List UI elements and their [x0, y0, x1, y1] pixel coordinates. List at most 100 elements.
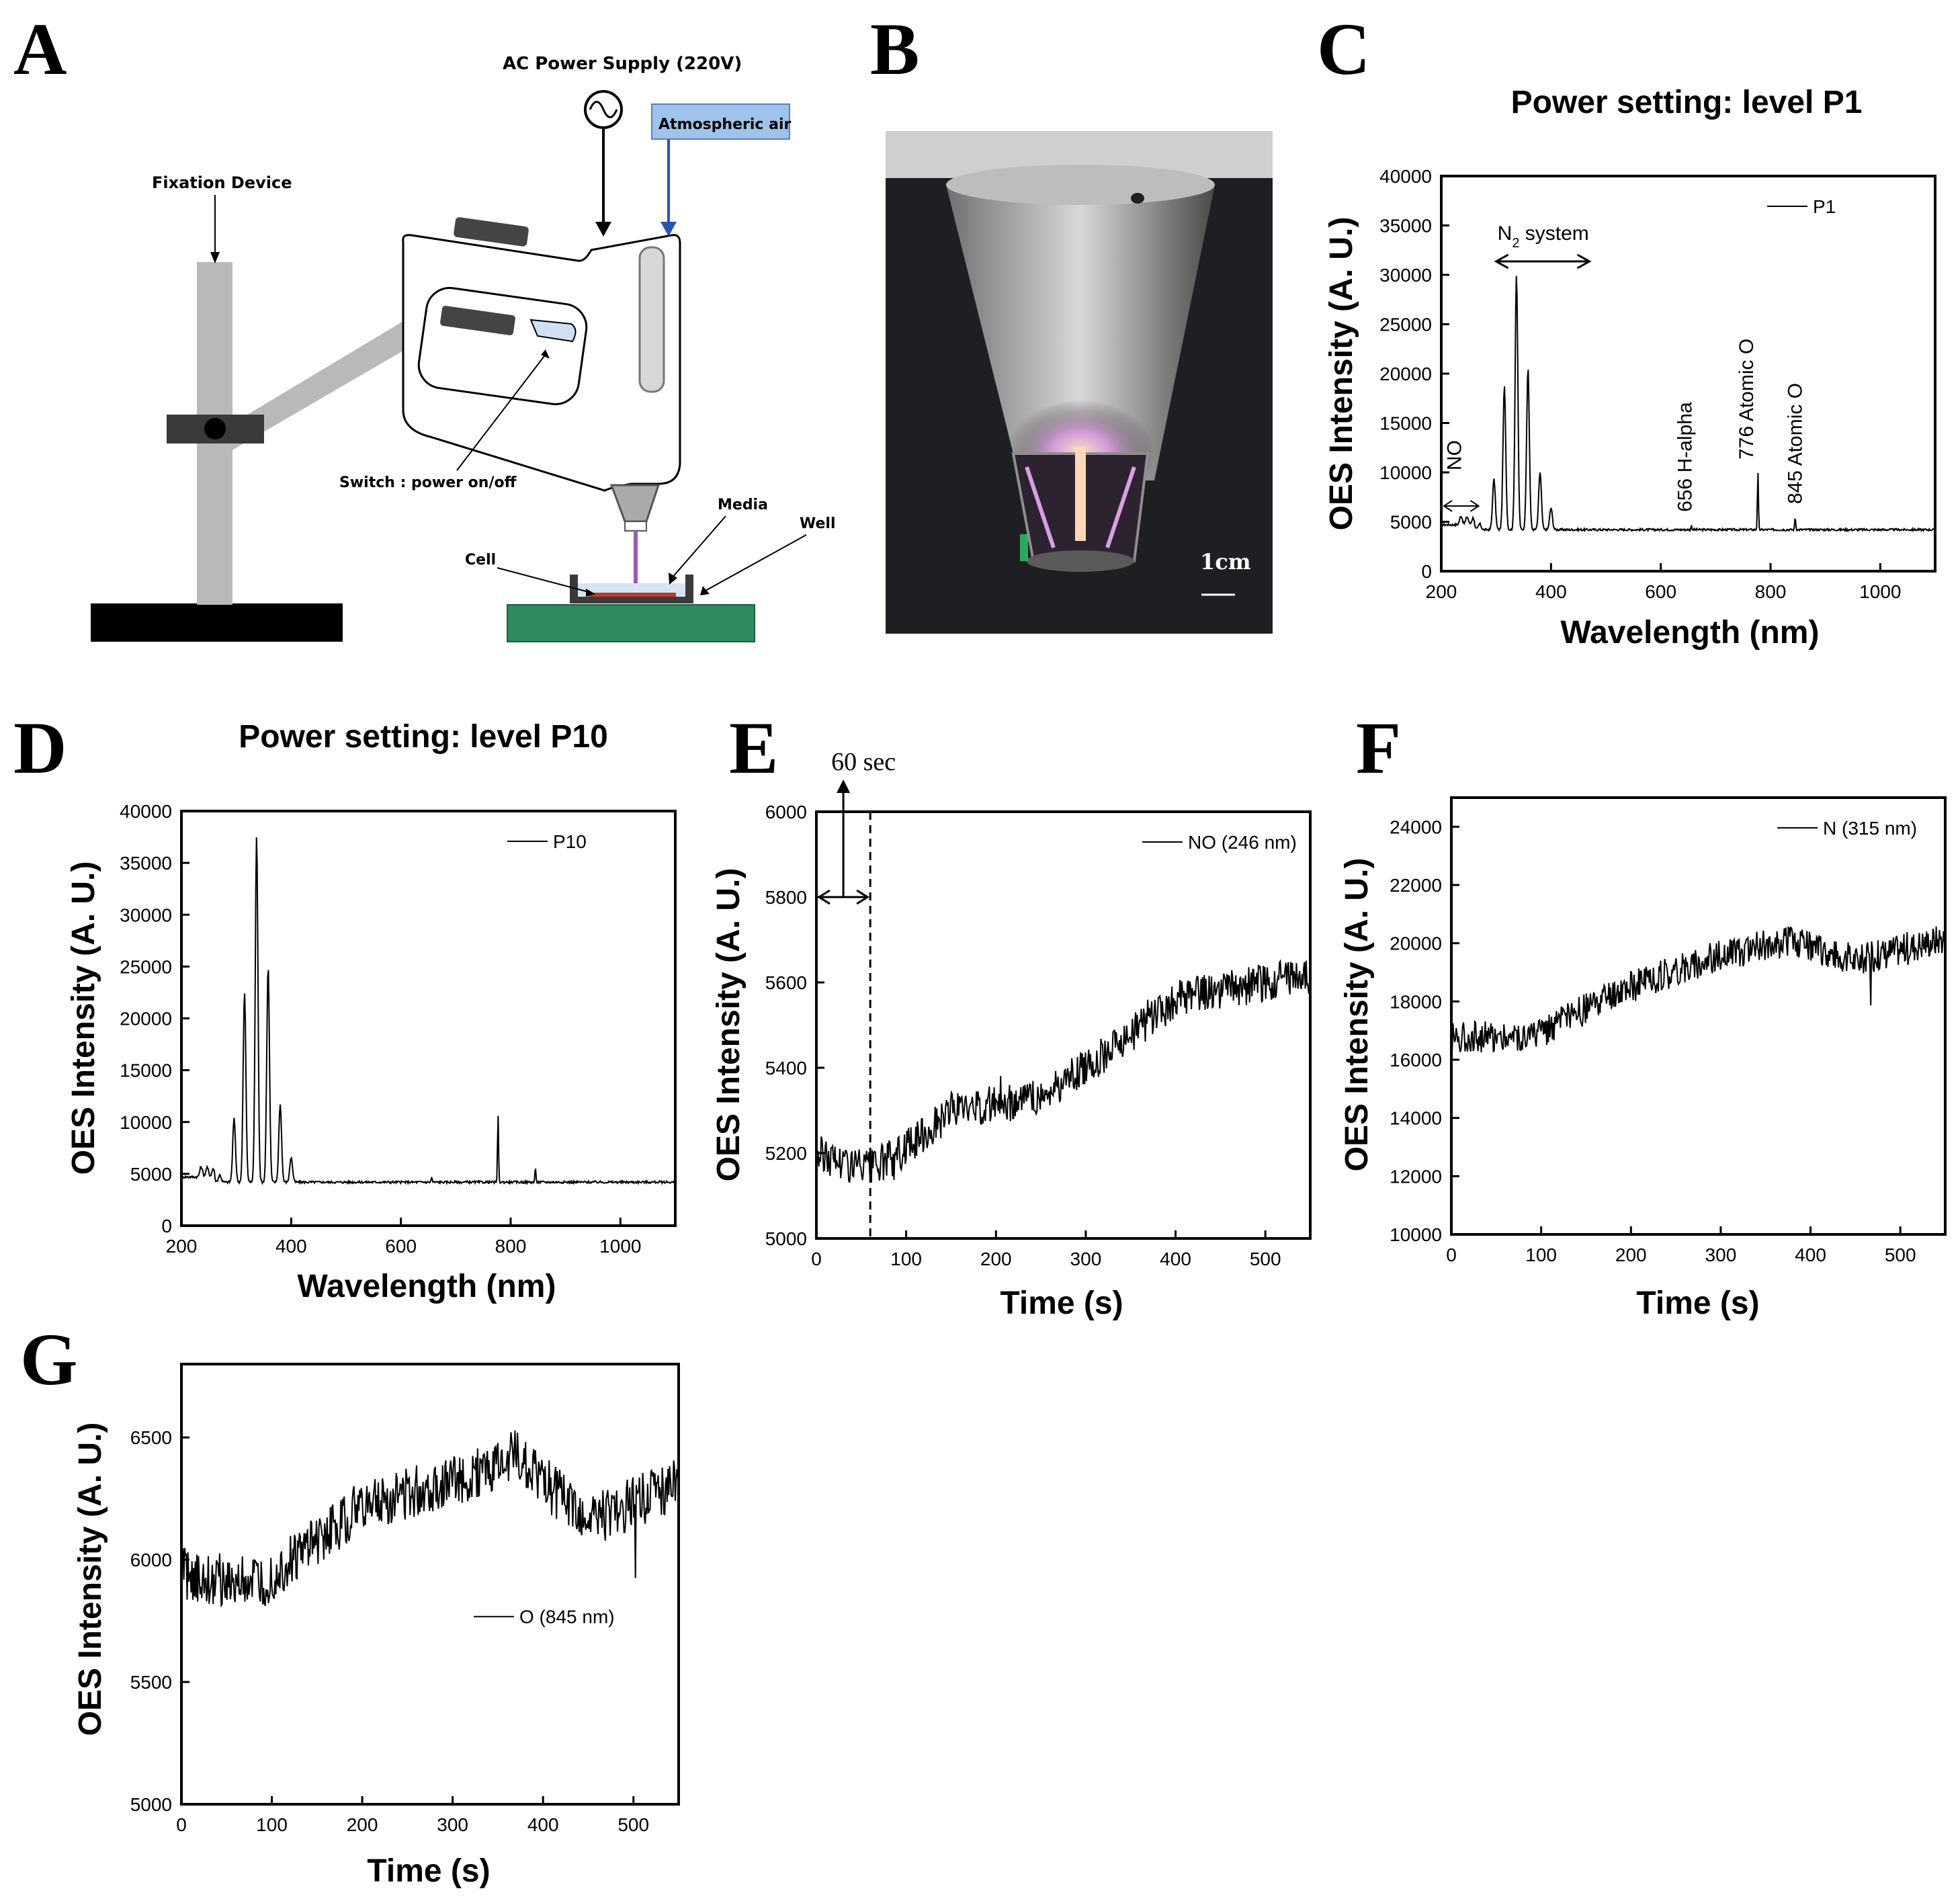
y-tick-label: 35000	[1379, 216, 1432, 237]
power-switch	[529, 319, 577, 343]
series-line	[1451, 926, 1945, 1053]
o776-label: 776 Atomic O	[1736, 339, 1758, 460]
media-label: Media	[718, 497, 768, 513]
panel-label-b: B	[870, 8, 920, 90]
h-alpha-label: 656 H-alpha	[1674, 402, 1696, 512]
x-axis-label: Time (s)	[367, 1853, 490, 1889]
y-tick-label: 6000	[130, 1550, 172, 1570]
x-tick-label: 400	[1535, 581, 1567, 602]
x-tick-label: 100	[256, 1814, 288, 1835]
ac-power-label: AC Power Supply (220V)	[503, 54, 742, 74]
cell-layer	[589, 593, 676, 597]
y-axis-label: OES Intensity (A. U.)	[66, 861, 101, 1175]
y-axis-label: OES Intensity (A. U.)	[1324, 217, 1359, 531]
chart-title: Power setting: level P10	[239, 719, 608, 755]
clamp-knob	[204, 418, 226, 439]
y-tick-label: 22000	[1390, 875, 1442, 896]
y-tick-label: 15000	[120, 1060, 172, 1081]
plasma-device-diagram: AC Power Supply (220V) Atmospheric air F…	[91, 54, 836, 642]
y-tick-label: 5000	[130, 1794, 172, 1815]
stand-base	[91, 603, 343, 642]
plot-frame	[180, 810, 677, 1227]
x-tick-label: 200	[1615, 1244, 1647, 1265]
x-tick-label: 800	[1755, 581, 1787, 602]
n2-suffix: system	[1519, 222, 1588, 245]
y-tick-label: 20000	[1390, 933, 1442, 954]
y-tick-label: 40000	[1379, 166, 1432, 187]
n2-symbol: N	[1498, 222, 1512, 245]
plot-frame	[1450, 796, 1947, 1236]
device-display	[440, 306, 515, 335]
y-tick-label: 20000	[1379, 364, 1432, 384]
panel-label-c: C	[1317, 8, 1371, 90]
nozzle-cone	[946, 185, 1215, 480]
x-tick-label: 300	[1070, 1249, 1102, 1269]
y-tick-label: 5000	[1390, 512, 1432, 533]
x-tick-label: 100	[1525, 1244, 1557, 1265]
x-tick-label: 200	[166, 1236, 198, 1257]
y-tick-label: 10000	[1390, 1224, 1442, 1245]
y-tick-label: 5500	[130, 1672, 172, 1693]
plot-frame	[1440, 175, 1936, 573]
fixation-device-label: Fixation Device	[152, 173, 292, 192]
y-tick-label: 20000	[120, 1009, 172, 1029]
scale-bar-label: 1cm	[1200, 549, 1251, 575]
y-tick-label: 5000	[765, 1228, 807, 1249]
device-tube	[638, 246, 665, 393]
x-axis-label: Wavelength (nm)	[1561, 615, 1820, 650]
x-tick-label: 500	[1250, 1249, 1281, 1269]
y-tick-label: 6500	[130, 1427, 172, 1448]
panel-label-a: A	[13, 8, 67, 90]
n2-subscript: 2	[1512, 236, 1519, 251]
y-tick-label: 6000	[765, 802, 807, 822]
x-tick-label: 600	[385, 1236, 417, 1257]
x-tick-label: 200	[347, 1814, 378, 1835]
well-outline	[570, 575, 693, 603]
y-tick-label: 5800	[765, 887, 807, 908]
series-line	[1441, 276, 1935, 533]
panel-label-d: D	[13, 707, 67, 789]
y-tick-label: 16000	[1390, 1050, 1442, 1070]
plate	[507, 604, 755, 642]
y-tick-label: 25000	[120, 956, 172, 977]
y-tick-label: 10000	[1379, 462, 1432, 483]
x-axis-label: Wavelength (nm)	[298, 1269, 556, 1304]
panel-label-g: G	[20, 1318, 78, 1400]
x-tick-label: 1000	[599, 1236, 641, 1257]
power-arrow	[595, 222, 611, 237]
y-tick-label: 24000	[1390, 816, 1442, 837]
y-tick-label: 35000	[120, 853, 172, 874]
y-tick-label: 5600	[765, 972, 807, 993]
x-tick-label: 400	[1160, 1249, 1191, 1269]
well-label: Well	[800, 515, 836, 532]
plot-frame	[815, 810, 1312, 1240]
legend-entry: N (315 nm)	[1823, 818, 1917, 839]
x-tick-label: 200	[1426, 581, 1457, 602]
x-tick-label: 0	[176, 1814, 187, 1835]
sine-wave	[589, 101, 618, 118]
y-tick-label: 14000	[1390, 1108, 1442, 1129]
x-tick-label: 400	[275, 1236, 307, 1257]
series-line	[181, 837, 675, 1185]
y-tick-label: 12000	[1390, 1166, 1442, 1187]
x-tick-label: 0	[1446, 1244, 1457, 1265]
y-tick-label: 0	[161, 1216, 172, 1236]
panel-label-f: F	[1356, 707, 1402, 789]
y-tick-label: 25000	[1379, 314, 1432, 335]
plasma-photo: 1cm	[886, 131, 1273, 634]
x-tick-label: 500	[1885, 1244, 1916, 1265]
y-tick-label: 10000	[120, 1112, 172, 1133]
atmospheric-air-label: Atmospheric air	[658, 116, 791, 133]
x-tick-label: 300	[1705, 1244, 1737, 1265]
legend-entry: NO (246 nm)	[1188, 832, 1297, 853]
x-tick-label: 200	[980, 1249, 1012, 1269]
nozzle-tip	[624, 521, 647, 532]
x-tick-label: 300	[437, 1814, 468, 1835]
x-tick-label: 600	[1645, 581, 1676, 602]
x-tick-label: 100	[890, 1249, 922, 1269]
y-axis-label: OES Intensity (A. U.)	[711, 868, 747, 1182]
y-tick-label: 5200	[765, 1143, 807, 1164]
marker-label: 60 sec	[831, 748, 896, 776]
device-top-slot	[454, 217, 529, 247]
y-tick-label: 30000	[1379, 265, 1432, 286]
